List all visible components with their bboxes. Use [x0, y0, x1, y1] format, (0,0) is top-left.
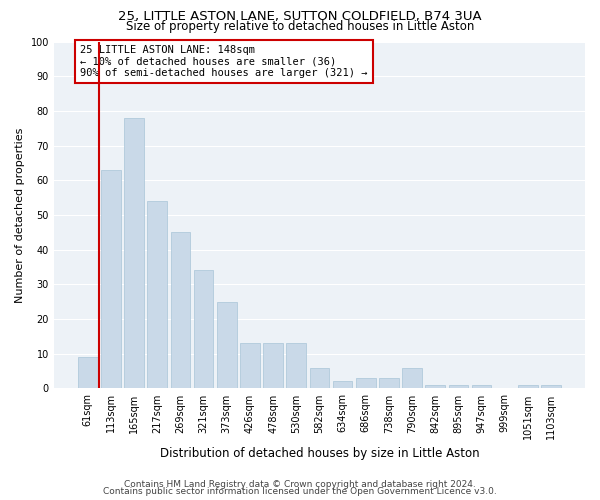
Text: Size of property relative to detached houses in Little Aston: Size of property relative to detached ho…	[126, 20, 474, 33]
Bar	[78, 357, 98, 388]
Text: Contains HM Land Registry data © Crown copyright and database right 2024.: Contains HM Land Registry data © Crown c…	[124, 480, 476, 489]
Bar	[124, 118, 144, 388]
Bar	[310, 368, 329, 388]
Text: 25, LITTLE ASTON LANE, SUTTON COLDFIELD, B74 3UA: 25, LITTLE ASTON LANE, SUTTON COLDFIELD,…	[118, 10, 482, 23]
Text: 25 LITTLE ASTON LANE: 148sqm
← 10% of detached houses are smaller (36)
90% of se: 25 LITTLE ASTON LANE: 148sqm ← 10% of de…	[80, 45, 368, 78]
Bar	[425, 385, 445, 388]
Bar	[217, 302, 236, 388]
Y-axis label: Number of detached properties: Number of detached properties	[15, 128, 25, 302]
Bar	[263, 344, 283, 388]
Bar	[402, 368, 422, 388]
Bar	[101, 170, 121, 388]
Bar	[333, 382, 352, 388]
X-axis label: Distribution of detached houses by size in Little Aston: Distribution of detached houses by size …	[160, 447, 479, 460]
Bar	[449, 385, 468, 388]
Bar	[472, 385, 491, 388]
Bar	[194, 270, 214, 388]
Bar	[379, 378, 399, 388]
Bar	[148, 201, 167, 388]
Bar	[240, 344, 260, 388]
Bar	[518, 385, 538, 388]
Bar	[286, 344, 306, 388]
Bar	[356, 378, 376, 388]
Bar	[170, 232, 190, 388]
Text: Contains public sector information licensed under the Open Government Licence v3: Contains public sector information licen…	[103, 487, 497, 496]
Bar	[541, 385, 561, 388]
